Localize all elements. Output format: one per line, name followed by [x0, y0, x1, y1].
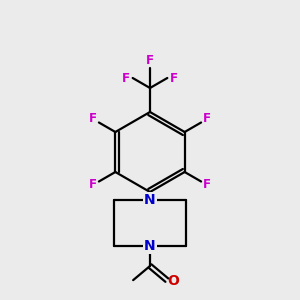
Text: F: F: [89, 178, 97, 191]
Text: F: F: [146, 54, 154, 67]
Text: F: F: [203, 178, 211, 191]
Text: F: F: [122, 71, 130, 85]
Text: N: N: [144, 193, 156, 207]
Text: F: F: [170, 71, 178, 85]
Text: F: F: [203, 112, 211, 125]
Text: F: F: [89, 112, 97, 125]
Text: N: N: [144, 239, 156, 253]
Text: O: O: [167, 274, 179, 288]
